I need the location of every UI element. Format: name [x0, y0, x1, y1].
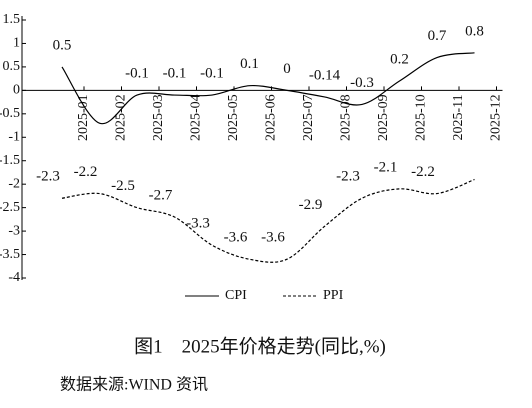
- y-tick-label: -1: [8, 129, 20, 144]
- data-label: 0: [283, 61, 291, 77]
- data-label: -2.1: [374, 159, 398, 175]
- x-tick-label: 2025-06: [264, 94, 279, 141]
- legend-label: CPI: [225, 288, 247, 303]
- x-tick-label: 2025-11: [451, 94, 466, 140]
- line-series: [61, 178, 475, 263]
- data-label: -0.3: [350, 75, 374, 91]
- data-label: 0.5: [53, 37, 72, 53]
- y-tick-label: -2: [8, 176, 20, 191]
- y-tick-label: -4: [8, 270, 20, 285]
- y-tick-label: 0: [13, 83, 20, 98]
- data-label: -2.2: [74, 164, 98, 180]
- line-series: [61, 52, 475, 125]
- y-tick-label: -1.5: [0, 153, 20, 168]
- data-label: -0.14: [309, 67, 341, 83]
- data-label: -0.1: [200, 65, 224, 81]
- data-label: -0.1: [163, 65, 187, 81]
- y-tick-label: 0.5: [3, 59, 21, 74]
- x-tick-label: 2025-08: [339, 94, 354, 141]
- chart-title: 图1 2025年价格走势(同比,%): [134, 335, 386, 357]
- x-tick-label: 2025-04: [189, 94, 204, 141]
- x-tick-label: 2025-09: [376, 94, 391, 141]
- data-label: -3.6: [224, 230, 248, 246]
- data-label: -2.5: [111, 178, 135, 194]
- x-tick-label: 2025-12: [489, 94, 504, 141]
- data-label: 0.1: [240, 56, 259, 72]
- data-label: -2.2: [411, 164, 435, 180]
- x-tick-label: 2025-10: [414, 94, 429, 141]
- data-label: 0.7: [428, 28, 447, 44]
- data-label: -2.7: [149, 187, 173, 203]
- y-tick-label: -3: [8, 223, 20, 238]
- data-label: -3.6: [261, 230, 285, 246]
- x-tick-label: 2025-01: [76, 94, 91, 141]
- x-tick-label: 2025-07: [301, 94, 316, 141]
- data-label: -2.3: [336, 169, 360, 185]
- data-label: 0.8: [465, 23, 484, 39]
- y-tick-label: -2.5: [0, 200, 20, 215]
- legend-label: PPI: [323, 288, 344, 303]
- data-label: -2.3: [36, 169, 60, 185]
- y-tick-label: -3.5: [0, 247, 20, 262]
- x-tick-label: 2025-03: [151, 94, 166, 141]
- y-tick-label: -0.5: [0, 106, 20, 121]
- source-note: 数据来源:WIND 资讯: [60, 376, 208, 394]
- x-tick-label: 2025-02: [114, 94, 129, 141]
- data-label: -0.1: [125, 65, 149, 81]
- data-label: 0.2: [390, 51, 409, 67]
- data-label: -2.9: [299, 197, 323, 213]
- x-tick-label: 2025-05: [226, 94, 241, 141]
- y-tick-label: 1: [13, 36, 20, 51]
- data-label: -3.3: [186, 216, 210, 232]
- y-tick-label: 1.5: [3, 12, 21, 27]
